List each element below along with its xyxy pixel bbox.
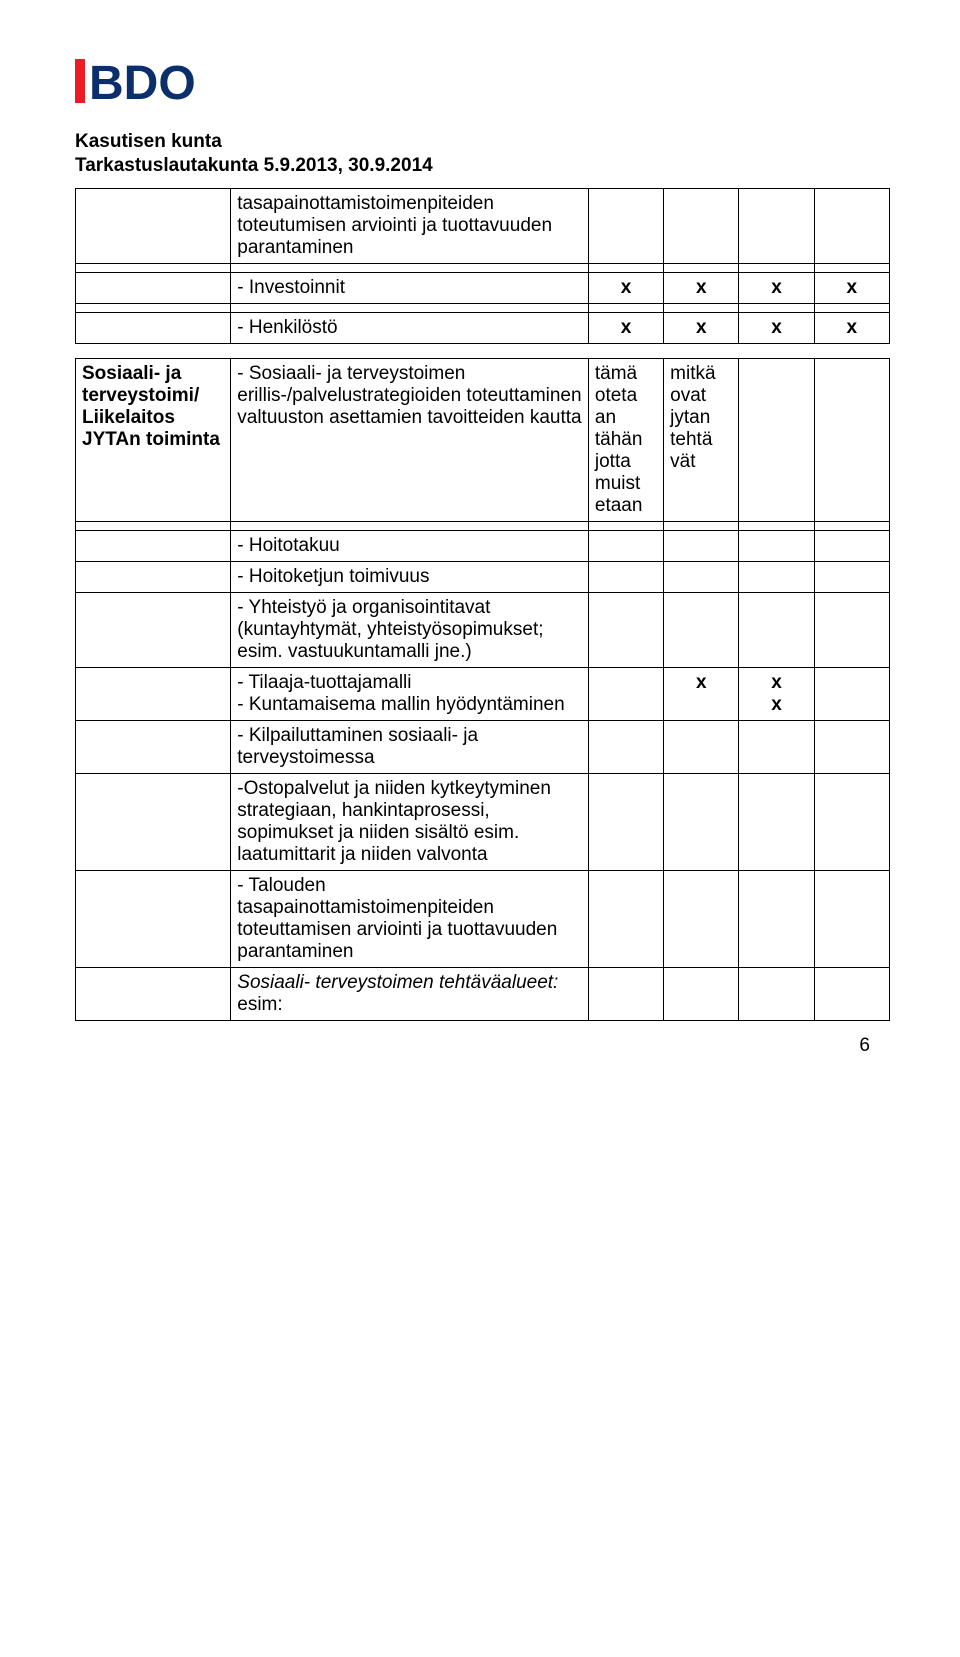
cell: - Sosiaali- ja terveystoimen erillis-/pa… [231,358,589,521]
cell: - Hoitotakuu [231,530,589,561]
table-row: - Hoitoketjun toimivuus [76,561,890,592]
table-row: Sosiaali- ja terveystoimi/ Liikelaitos J… [76,358,890,521]
cell: -Ostopalvelut ja niiden kytkeytyminen st… [231,773,589,870]
table-2: Sosiaali- ja terveystoimi/ Liikelaitos J… [75,358,890,1021]
cell: tämä oteta an tähän jotta muist etaan [588,358,663,521]
table-row [76,263,890,272]
table-row: - Tilaaja-tuottajamalli - Kuntamaisema m… [76,667,890,720]
cell: - Yhteistyö ja organisointitavat (kuntay… [231,592,589,667]
header-line2: Tarkastuslautakunta 5.9.2013, 30.9.2014 [75,154,890,178]
cell: x [814,272,889,303]
table-row: - Kilpailuttaminen sosiaali- ja terveyst… [76,720,890,773]
table-row: - Hoitotakuu [76,530,890,561]
cell: x [588,312,663,343]
cell: x [739,312,814,343]
table-row: tasapainottamistoimenpiteiden toteutumis… [76,188,890,263]
page-number: 6 [75,1035,890,1057]
cell: x [664,312,739,343]
cell: - Henkilöstö [231,312,589,343]
table-row [76,521,890,530]
cell: Sosiaali- ja terveystoimi/ Liikelaitos J… [76,358,231,521]
table-1: tasapainottamistoimenpiteiden toteutumis… [75,188,890,344]
table-row: - Investoinnit x x x x [76,272,890,303]
cell: tasapainottamistoimenpiteiden toteutumis… [231,188,589,263]
svg-text:BDO: BDO [89,57,196,107]
logo: BDO [75,55,890,112]
header-line1: Kasutisen kunta [75,130,890,154]
cell: - Tilaaja-tuottajamalli - Kuntamaisema m… [231,667,589,720]
cell: x [814,312,889,343]
table-row: Sosiaali- terveystoimen tehtäväalueet: e… [76,967,890,1020]
cell: x x [739,667,814,720]
cell: x [664,272,739,303]
cell: Sosiaali- terveystoimen tehtäväalueet: e… [231,967,589,1020]
cell: - Talouden tasapainottamistoimenpiteiden… [231,870,589,967]
table-row: -Ostopalvelut ja niiden kytkeytyminen st… [76,773,890,870]
table-row: - Talouden tasapainottamistoimenpiteiden… [76,870,890,967]
cell: - Kilpailuttaminen sosiaali- ja terveyst… [231,720,589,773]
cell: - Hoitoketjun toimivuus [231,561,589,592]
table-row: - Yhteistyö ja organisointitavat (kuntay… [76,592,890,667]
cell: x [588,272,663,303]
table-row [76,303,890,312]
cell: - Investoinnit [231,272,589,303]
cell: x [739,272,814,303]
table-row: - Henkilöstö x x x x [76,312,890,343]
cell: mitkä ovat jytan tehtä vät [664,358,739,521]
cell: x [664,667,739,720]
